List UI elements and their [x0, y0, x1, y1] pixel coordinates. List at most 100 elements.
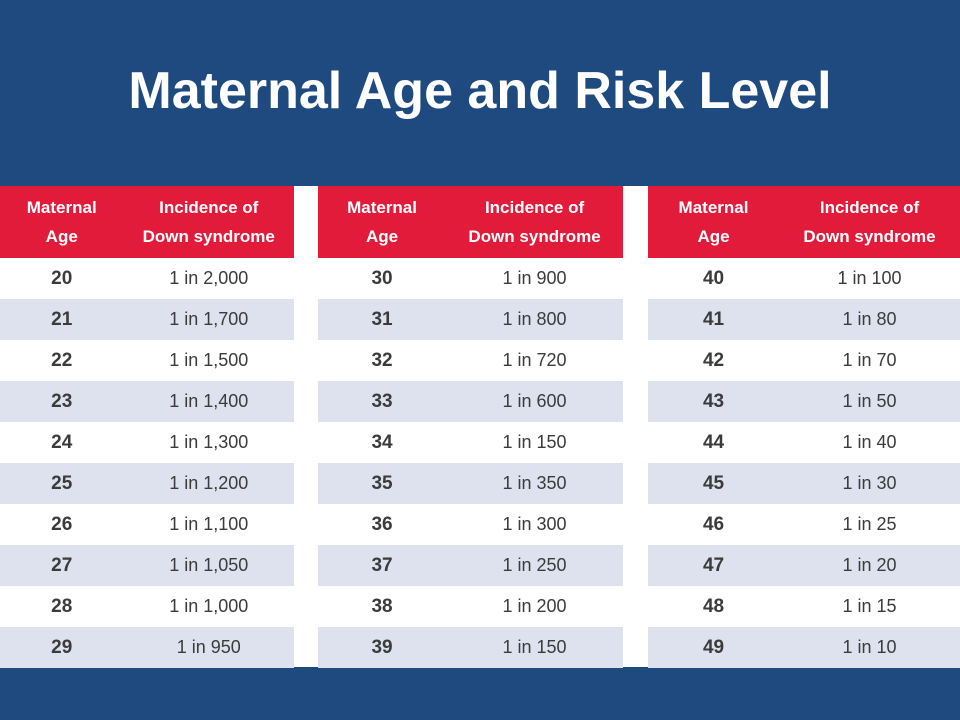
incidence-cell: 1 in 30 — [779, 463, 960, 504]
age-cell: 22 — [0, 340, 124, 381]
table-row: 23 1 in 1,400 — [0, 381, 294, 422]
table-row: 47 1 in 20 — [648, 545, 960, 586]
table-row: 35 1 in 350 — [318, 463, 623, 504]
incidence-cell: 1 in 350 — [446, 463, 623, 504]
incidence-cell: 1 in 40 — [779, 422, 960, 463]
table-row: 33 1 in 600 — [318, 381, 623, 422]
table-row: 38 1 in 200 — [318, 586, 623, 627]
age-cell: 39 — [318, 627, 447, 668]
incidence-cell: 1 in 150 — [446, 422, 623, 463]
table-row: 26 1 in 1,100 — [0, 504, 294, 545]
age-cell: 27 — [0, 545, 124, 586]
table-row: 39 1 in 150 — [318, 627, 623, 668]
age-cell: 31 — [318, 299, 447, 340]
incidence-cell: 1 in 720 — [446, 340, 623, 381]
age-cell: 28 — [0, 586, 124, 627]
incidence-cell: 1 in 1,400 — [123, 381, 294, 422]
header-maternal-age: Maternal Age — [0, 186, 124, 258]
table-row: 45 1 in 30 — [648, 463, 960, 504]
table-row: 36 1 in 300 — [318, 504, 623, 545]
age-cell: 29 — [0, 627, 124, 668]
table-row: 37 1 in 250 — [318, 545, 623, 586]
incidence-cell: 1 in 1,050 — [123, 545, 294, 586]
age-cell: 26 — [0, 504, 124, 545]
table-row: 20 1 in 2,000 — [0, 258, 294, 299]
table-row: 25 1 in 1,200 — [0, 463, 294, 504]
table-row: 22 1 in 1,500 — [0, 340, 294, 381]
table-row: 30 1 in 900 — [318, 258, 623, 299]
age-cell: 41 — [648, 299, 780, 340]
age-cell: 45 — [648, 463, 780, 504]
header-maternal-age: Maternal Age — [648, 186, 780, 258]
table-header-row: Maternal Age Incidence of Down syndrome — [0, 186, 294, 258]
incidence-cell: 1 in 100 — [779, 258, 960, 299]
age-cell: 32 — [318, 340, 447, 381]
table-row: 32 1 in 720 — [318, 340, 623, 381]
age-cell: 21 — [0, 299, 124, 340]
table-row: 27 1 in 1,050 — [0, 545, 294, 586]
table-row: 48 1 in 15 — [648, 586, 960, 627]
incidence-cell: 1 in 2,000 — [123, 258, 294, 299]
incidence-cell: 1 in 900 — [446, 258, 623, 299]
incidence-cell: 1 in 70 — [779, 340, 960, 381]
incidence-cell: 1 in 1,500 — [123, 340, 294, 381]
incidence-cell: 1 in 15 — [779, 586, 960, 627]
table-row: 24 1 in 1,300 — [0, 422, 294, 463]
header-incidence: Incidence of Down syndrome — [446, 186, 623, 258]
table-row: 21 1 in 1,700 — [0, 299, 294, 340]
incidence-cell: 1 in 1,000 — [123, 586, 294, 627]
incidence-cell: 1 in 800 — [446, 299, 623, 340]
age-cell: 24 — [0, 422, 124, 463]
table-row: 28 1 in 1,000 — [0, 586, 294, 627]
table-row: 31 1 in 800 — [318, 299, 623, 340]
risk-tables-area: Maternal Age Incidence of Down syndrome 20 1 … — [0, 186, 960, 668]
age-cell: 37 — [318, 545, 447, 586]
table-row: 43 1 in 50 — [648, 381, 960, 422]
incidence-cell: 1 in 150 — [446, 627, 623, 668]
incidence-cell: 1 in 20 — [779, 545, 960, 586]
slide-title: Maternal Age and Risk Level — [128, 62, 832, 120]
incidence-cell: 1 in 600 — [446, 381, 623, 422]
age-cell: 35 — [318, 463, 447, 504]
incidence-cell: 1 in 80 — [779, 299, 960, 340]
table-row: 49 1 in 10 — [648, 627, 960, 668]
table-row: 42 1 in 70 — [648, 340, 960, 381]
header-incidence: Incidence of Down syndrome — [779, 186, 960, 258]
incidence-cell: 1 in 1,300 — [123, 422, 294, 463]
table-row: 29 1 in 950 — [0, 627, 294, 668]
age-cell: 20 — [0, 258, 124, 299]
incidence-cell: 1 in 250 — [446, 545, 623, 586]
incidence-cell: 1 in 200 — [446, 586, 623, 627]
age-cell: 47 — [648, 545, 780, 586]
age-cell: 30 — [318, 258, 447, 299]
risk-table-ages-30-39: Maternal Age Incidence of Down syndrome 30 1 … — [318, 186, 623, 668]
age-cell: 34 — [318, 422, 447, 463]
header-incidence: Incidence of Down syndrome — [123, 186, 294, 258]
age-cell: 40 — [648, 258, 780, 299]
risk-table-ages-40-49: Maternal Age Incidence of Down syndrome 40 1 … — [648, 186, 960, 668]
table-row: 40 1 in 100 — [648, 258, 960, 299]
age-cell: 49 — [648, 627, 780, 668]
age-cell: 25 — [0, 463, 124, 504]
age-cell: 36 — [318, 504, 447, 545]
age-cell: 43 — [648, 381, 780, 422]
age-cell: 23 — [0, 381, 124, 422]
table-row: 44 1 in 40 — [648, 422, 960, 463]
age-cell: 44 — [648, 422, 780, 463]
age-cell: 46 — [648, 504, 780, 545]
incidence-cell: 1 in 10 — [779, 627, 960, 668]
incidence-cell: 1 in 300 — [446, 504, 623, 545]
incidence-cell: 1 in 25 — [779, 504, 960, 545]
table-header-row: Maternal Age Incidence of Down syndrome — [318, 186, 623, 258]
incidence-cell: 1 in 1,200 — [123, 463, 294, 504]
age-cell: 38 — [318, 586, 447, 627]
age-cell: 33 — [318, 381, 447, 422]
table-row: 46 1 in 25 — [648, 504, 960, 545]
header-maternal-age: Maternal Age — [318, 186, 447, 258]
table-row: 34 1 in 150 — [318, 422, 623, 463]
age-cell: 42 — [648, 340, 780, 381]
risk-table-ages-20-29: Maternal Age Incidence of Down syndrome 20 1 … — [0, 186, 294, 668]
incidence-cell: 1 in 950 — [123, 627, 294, 668]
age-cell: 48 — [648, 586, 780, 627]
incidence-cell: 1 in 50 — [779, 381, 960, 422]
